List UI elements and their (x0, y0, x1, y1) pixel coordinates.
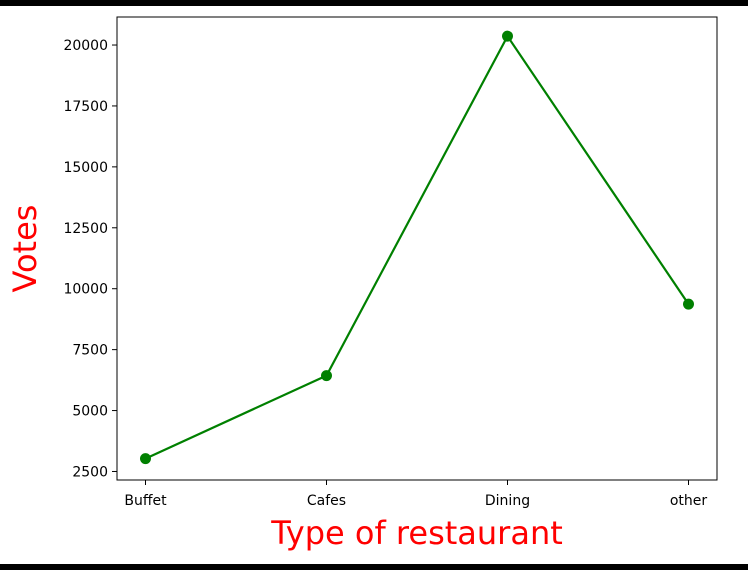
x-tick-label: other (670, 493, 708, 509)
y-tick-label: 5000 (72, 404, 108, 420)
x-tick-label: Cafes (307, 493, 346, 509)
data-point-marker (140, 453, 151, 465)
y-tick-label: 10000 (63, 282, 108, 298)
x-tick-label: Dining (485, 493, 530, 509)
series-line-group (140, 30, 694, 465)
data-point-marker (502, 30, 513, 42)
y-tick-label: 17500 (63, 99, 108, 115)
plot-frame (116, 16, 718, 481)
x-axis-title: Type of restaurant (270, 514, 563, 552)
x-tick-label: Buffet (124, 493, 167, 509)
series-line (145, 34, 690, 460)
y-axis-title: Votes (6, 205, 44, 293)
line-chart: 2500 5000 7500 10000 12500 15000 17500 20000 Bu… (6, 16, 718, 552)
y-tick-label: 2500 (72, 464, 108, 480)
y-tick-label: 20000 (63, 38, 108, 54)
data-point-marker (321, 370, 332, 382)
y-tick-label: 15000 (63, 160, 108, 176)
y-tick-label: 12500 (63, 221, 108, 237)
data-point-marker (683, 298, 694, 310)
y-tick-label: 7500 (72, 343, 108, 359)
plot-area (116, 16, 718, 481)
x-axis-ticks: Buffet Cafes Dining other (124, 480, 707, 509)
y-axis-ticks: 2500 5000 7500 10000 12500 15000 17500 20000 (63, 38, 117, 480)
chart-figure: 2500 5000 7500 10000 12500 15000 17500 20000 Bu… (0, 6, 748, 564)
